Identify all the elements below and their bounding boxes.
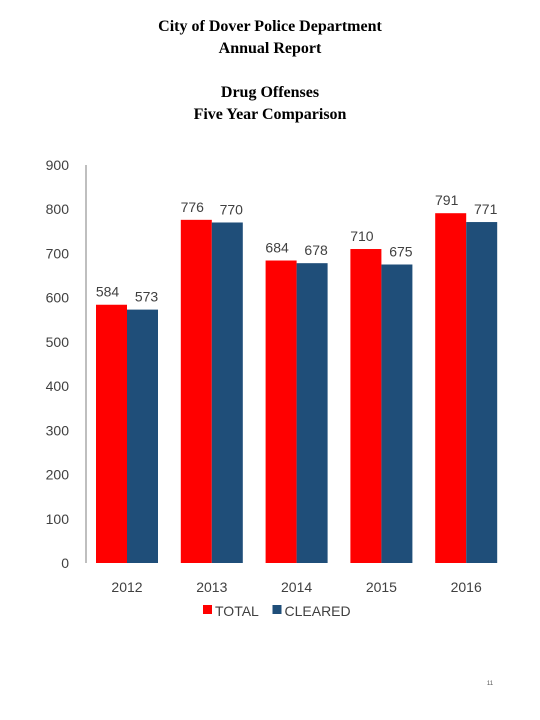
data-label-cleared-2014: 678: [304, 242, 328, 258]
legend-swatch-total: [203, 605, 212, 614]
document-header: City of Dover Police Department Annual R…: [0, 16, 540, 60]
x-tick-label: 2012: [111, 579, 142, 595]
y-tick-label: 500: [46, 334, 70, 350]
data-label-total-2012: 584: [96, 284, 120, 300]
data-label-cleared-2013: 770: [220, 201, 244, 217]
x-tick-label: 2016: [451, 579, 482, 595]
x-tick-label: 2014: [281, 579, 312, 595]
legend-label-total: TOTAL: [215, 603, 259, 619]
bar-cleared-2016: [466, 222, 498, 563]
y-tick-label: 700: [46, 245, 70, 261]
chart-title-line-2: Five Year Comparison: [193, 106, 347, 123]
data-label-cleared-2016: 771: [474, 201, 498, 217]
bar-total-2014: [265, 260, 297, 563]
header-line-2: Annual Report: [218, 40, 322, 57]
data-label-total-2013: 776: [181, 199, 205, 215]
y-tick-label: 100: [46, 511, 70, 527]
chart-title: Drug Offenses Five Year Comparison: [0, 82, 540, 126]
bar-cleared-2014: [296, 263, 328, 563]
y-tick-label: 0: [61, 555, 69, 571]
data-label-cleared-2012: 573: [135, 289, 159, 305]
legend-label-cleared: CLEARED: [285, 603, 351, 619]
data-label-total-2014: 684: [265, 240, 289, 256]
bar-cleared-2012: [127, 309, 158, 563]
chart-title-line-1: Drug Offenses: [220, 84, 320, 101]
data-label-total-2015: 710: [350, 228, 374, 244]
data-label-total-2016: 791: [435, 192, 459, 208]
bar-total-2013: [180, 219, 212, 563]
bar-total-2015: [350, 249, 382, 563]
bar-cleared-2013: [211, 222, 243, 563]
x-tick-label: 2015: [366, 579, 397, 595]
header-line-1: City of Dover Police Department: [158, 18, 382, 35]
page-number: 11: [486, 681, 494, 687]
y-tick-label: 200: [46, 467, 70, 483]
legend-swatch-cleared: [272, 605, 282, 614]
data-label-cleared-2015: 675: [389, 244, 413, 260]
y-tick-label: 900: [46, 157, 70, 173]
y-tick-label: 300: [46, 422, 70, 438]
y-tick-label: 400: [46, 378, 70, 394]
y-tick-label: 800: [46, 201, 70, 217]
bar-total-2016: [435, 213, 467, 564]
x-tick-label: 2013: [196, 579, 227, 595]
y-tick-label: 600: [46, 290, 70, 306]
bar-cleared-2015: [381, 264, 413, 563]
bar-total-2012: [96, 304, 127, 563]
